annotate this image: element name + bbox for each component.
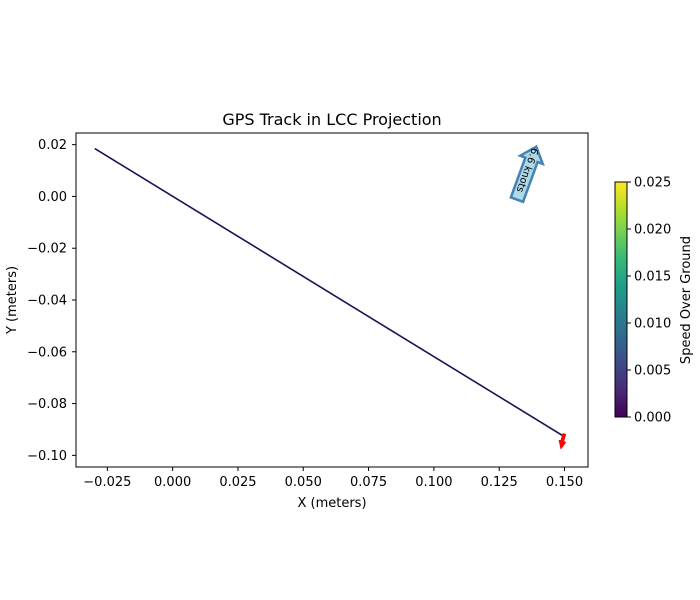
colorbar-tick-label: 0.025 (634, 176, 671, 191)
track-line (94, 147, 564, 437)
y-tick-label: −0.10 (27, 449, 67, 464)
colorbar-tick-label: 0.010 (634, 317, 671, 332)
colorbar-tick-label: 0.020 (634, 223, 671, 238)
plot-area: 6.6 knots (75, 132, 589, 468)
colorbar: 0.000 0.005 0.010 0.015 0.020 0.025 Speed Ove… (614, 176, 694, 426)
speed-arrow: 6.6 knots (509, 144, 545, 204)
y-tick-label: −0.08 (27, 397, 67, 412)
x-tick-label: 0.000 (154, 475, 191, 490)
x-axis-label: X (meters) (297, 496, 366, 511)
y-axis: 0.02 0.00 −0.02 −0.04 −0.06 −0.08 −0.10 (27, 138, 76, 464)
data-layer: 6.6 knots (94, 144, 567, 450)
x-tick-label: 0.125 (481, 475, 518, 490)
x-tick-label: −0.025 (83, 475, 131, 490)
y-tick-label: −0.04 (27, 294, 67, 309)
colorbar-tick-label: 0.015 (634, 270, 671, 285)
x-tick-label: 0.150 (546, 475, 583, 490)
axes-frame (75, 132, 589, 468)
y-tick-label: −0.06 (27, 345, 67, 360)
speed-arrow-shape (509, 144, 545, 204)
colorbar-gradient (614, 181, 628, 418)
colorbar-ticks: 0.000 0.005 0.010 0.015 0.020 0.025 (627, 176, 671, 426)
x-tick-label: 0.075 (350, 475, 387, 490)
y-tick-label: 0.02 (38, 138, 67, 153)
x-tick-label: 0.100 (415, 475, 452, 490)
colorbar-label: Speed Over Ground (679, 236, 694, 364)
y-axis-label: Y (meters) (5, 266, 20, 335)
colorbar-tick-label: 0.000 (634, 411, 671, 426)
end-marker (558, 432, 567, 450)
y-tick-label: −0.02 (27, 242, 67, 257)
x-tick-label: 0.025 (219, 475, 256, 490)
colorbar-tick-label: 0.005 (634, 364, 671, 379)
chart-title: GPS Track in LCC Projection (222, 110, 441, 129)
x-axis: −0.025 0.000 0.025 0.050 0.075 0.100 0.125 0.15… (83, 467, 583, 490)
x-tick-label: 0.050 (285, 475, 322, 490)
y-tick-label: 0.00 (38, 190, 67, 205)
